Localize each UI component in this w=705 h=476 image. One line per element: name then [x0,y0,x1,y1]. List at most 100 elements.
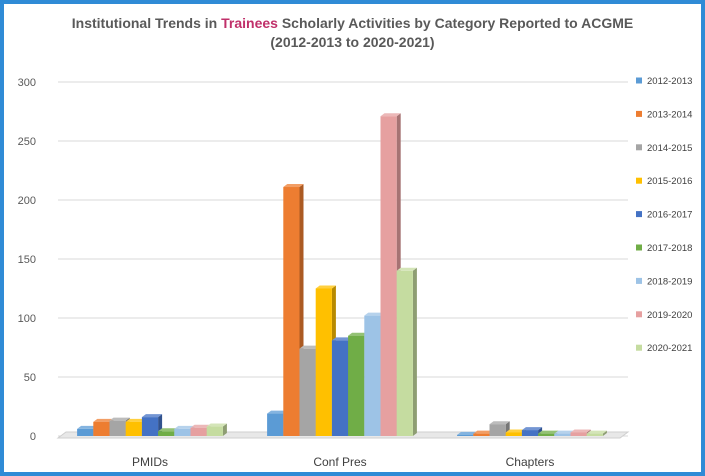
bar-top [283,184,304,188]
bar-top [521,427,543,431]
bar-front [315,288,332,436]
bar-front [283,187,300,436]
legend: 2012-2013 2013-2014 2014-2015 2015-2016 2016… [636,76,692,354]
bar-top [190,424,211,428]
chart-subtitle: (2012-2013 to 2020-2021) [270,34,435,50]
title-suffix: Scholarly Activities by Category Reporte… [277,15,634,31]
x-tick-label: Chapters [506,455,555,469]
legend-swatch [636,344,642,351]
bars [77,113,607,436]
bar-top [570,429,591,433]
bar [206,423,227,436]
title-prefix: Institutional Trends in [71,15,222,31]
legend-item: 2019-2020 [636,310,692,321]
legend-swatch [636,311,642,318]
legend-swatch [636,144,642,151]
legend-swatch [636,244,642,251]
bar-front [125,421,142,436]
y-tick-label: 0 [30,431,36,443]
bar-front [158,431,175,436]
y-tick-label: 300 [18,77,36,89]
bar-front [505,432,522,436]
bar-top [396,267,417,271]
bar-front [77,428,94,436]
bar-top [109,417,130,421]
bar-top [93,418,114,422]
legend-item: 2020-2021 [636,343,692,354]
bar-front [586,433,603,436]
bar-front [489,424,506,436]
legend-label: 2013-2014 [647,109,692,120]
bar-front [473,433,490,436]
bar-top [538,430,559,434]
legend-label: 2012-2013 [647,76,692,87]
bar-front [331,340,349,436]
legend-label: 2016-2017 [647,210,692,221]
legend-label: 2019-2020 [647,310,692,321]
bar-side [222,423,227,436]
bar-top [174,425,195,429]
bar-top [125,418,146,422]
legend-item: 2016-2017 [636,210,692,221]
title-highlight: Trainees [221,15,278,31]
bar-front [190,427,207,436]
bar-top [554,430,575,434]
bar-top [586,430,607,434]
bar-top [206,423,227,427]
bar-front [521,430,539,436]
bar-top [331,337,353,341]
legend-item: 2017-2018 [636,243,692,254]
bar-top [489,421,510,425]
legend-item: 2015-2016 [636,176,692,187]
bar [396,267,417,436]
bar-top [505,429,526,433]
y-tick-label: 200 [18,195,36,207]
bar-top [457,431,478,435]
legend-swatch [636,211,642,218]
x-tick-label: PMIDs [132,455,168,469]
legend-item: 2014-2015 [636,143,692,154]
bar-top [364,312,385,316]
y-axis-ticks: 0 50 100 150 200 250 300 [18,77,36,443]
bar-front [141,417,159,436]
legend-item: 2013-2014 [636,109,692,120]
bar-front [538,433,555,436]
legend-label: 2018-2019 [647,276,692,287]
bar-front [267,413,284,436]
chart-title: Institutional Trends in Trainees Scholar… [4,14,701,52]
bar-front [206,426,223,436]
x-axis-ticks: PMIDs Conf Pres Chapters [132,455,554,469]
legend-item: 2012-2013 [636,76,692,87]
bar-front [348,335,365,436]
bar-side [602,430,607,436]
bar-top [348,332,369,336]
bar-front [380,116,397,436]
legend-label: 2020-2021 [647,343,692,354]
bar-front [457,434,474,436]
bar-front [299,348,316,436]
legend-swatch [636,77,642,84]
bar-top [473,430,494,434]
legend-label: 2015-2016 [647,176,692,187]
y-tick-label: 100 [18,313,36,325]
bar-top [77,425,98,429]
bar-front [174,428,191,436]
bar-top [299,345,320,349]
x-tick-label: Conf Pres [313,455,366,469]
legend-label: 2017-2018 [647,243,692,254]
bar-front [364,315,381,436]
y-tick-label: 250 [18,136,36,148]
legend-label: 2014-2015 [647,143,692,154]
bar-top [380,113,401,117]
bar-front [109,420,126,436]
legend-swatch [636,277,642,284]
bar-top [158,428,179,432]
bar [586,430,607,436]
y-tick-label: 50 [24,372,36,384]
bar-top [267,410,288,414]
legend-item: 2018-2019 [636,276,692,287]
bar-front [570,432,587,436]
y-tick-label: 150 [18,254,36,266]
legend-swatch [636,177,642,184]
